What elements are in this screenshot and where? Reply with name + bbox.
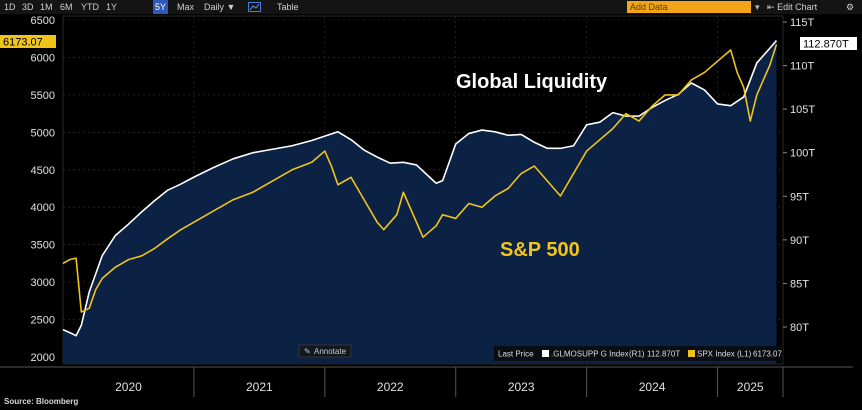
legend-spx-label: SPX Index	[697, 350, 735, 359]
left-tick-label: 3500	[31, 240, 55, 252]
legend-box	[494, 346, 783, 361]
right-tick-label: 105T	[790, 104, 815, 116]
spx-series-line	[62, 44, 778, 313]
right-tick-label: 85T	[790, 278, 809, 290]
edit-chart-button[interactable]: ⇤ Edit Chart	[767, 0, 817, 14]
left-tick-label: 3000	[31, 277, 55, 289]
line-chart-icon[interactable]	[248, 2, 261, 12]
range-max-button[interactable]: Max	[177, 2, 195, 12]
left-axis-ticks: 6500 6000 5500 5000 4500 4000 3500 3000 2500 2000	[31, 15, 55, 364]
left-tick-label: 2500	[31, 315, 55, 327]
legend-prefix: Last Price	[498, 350, 534, 359]
sp500-annotation: S&P 500	[500, 239, 580, 261]
x-tick-label: 2025	[737, 380, 764, 394]
dropdown-arrow-icon[interactable]: ▾	[755, 2, 760, 12]
range-6m-button[interactable]: 6M	[60, 2, 73, 12]
left-tick-label: 4500	[31, 165, 55, 177]
x-tick-label: 2023	[508, 380, 535, 394]
left-tick-label: 2000	[31, 352, 55, 364]
settings-icon[interactable]: ⚙	[846, 2, 855, 12]
chart-toolbar: 1D 3D 1M 6M YTD 1Y 5Y Max Daily ▼ Table …	[0, 0, 862, 14]
left-tick-label: 4000	[31, 202, 55, 214]
liquidity-series-line	[62, 40, 778, 337]
range-3d-button[interactable]: 3D	[22, 2, 34, 12]
liquidity-last-value: 112.870T	[803, 39, 849, 51]
global-liquidity-annotation: Global Liquidity	[456, 71, 608, 93]
legend-spx-axis: (L1)	[737, 350, 752, 359]
left-tick-label: 5500	[31, 90, 55, 102]
x-tick-label: 2020	[115, 380, 142, 394]
legend-liquidity-swatch	[542, 350, 549, 357]
x-tick-label: 2021	[246, 380, 273, 394]
legend-liquidity-value: 112.870T	[647, 350, 680, 359]
caret-down-icon: ▼	[226, 2, 236, 12]
right-tick-label: 80T	[790, 322, 809, 334]
liquidity-area-fill	[63, 40, 777, 364]
legend-liquidity-axis: (R1)	[629, 350, 645, 359]
range-5y-button[interactable]: 5Y	[153, 0, 169, 14]
x-tick-label: 2022	[377, 380, 404, 394]
x-axis-ticks: 2020 2021 2022 2023 2024 2025	[0, 366, 853, 397]
edit-chart-label: Edit Chart	[777, 2, 818, 12]
range-ytd-button[interactable]: YTD	[81, 2, 99, 12]
legend-spx-value: 6173.07	[753, 350, 782, 359]
left-tick-label: 6000	[31, 52, 55, 64]
right-tick-label: 90T	[790, 235, 809, 247]
right-axis-ticks: 115T 110T 105T 100T 95T 90T 85T 80T	[783, 17, 815, 334]
right-tick-label: 100T	[790, 148, 815, 160]
left-tick-label: 5000	[31, 127, 55, 139]
liquidity-vs-spx-chart: 6500 6000 5500 5000 4500 4000 3500 3000 2500 2000…	[0, 15, 857, 397]
spx-last-value-badge	[0, 35, 56, 48]
spx-last-value: 6173.07	[3, 37, 43, 49]
legend-spx-swatch	[688, 350, 695, 357]
range-1m-button[interactable]: 1M	[40, 2, 53, 12]
table-button[interactable]: Table	[277, 2, 299, 12]
source-note: Source: Bloomberg	[4, 397, 79, 406]
legend-liquidity-label: .GLMOSUPP G Index	[551, 350, 629, 359]
right-tick-label: 95T	[790, 191, 809, 203]
frequency-dropdown[interactable]: Daily ▼	[204, 0, 235, 14]
annotate-label: Annotate	[314, 347, 347, 356]
frequency-label: Daily	[204, 2, 225, 12]
right-tick-label: 115T	[790, 17, 815, 29]
range-1y-button[interactable]: 1Y	[106, 2, 118, 12]
pencil-icon: ✎	[304, 347, 311, 356]
annotate-button[interactable]	[298, 344, 352, 358]
left-tick-label: 6500	[31, 15, 55, 27]
add-data-input[interactable]: Add Data	[627, 1, 751, 13]
liquidity-last-value-badge	[800, 37, 857, 50]
range-1d-button[interactable]: 1D	[4, 2, 16, 12]
right-tick-label: 110T	[790, 61, 815, 73]
chevron-icon: ⇤	[767, 2, 775, 12]
x-tick-label: 2024	[639, 380, 666, 394]
